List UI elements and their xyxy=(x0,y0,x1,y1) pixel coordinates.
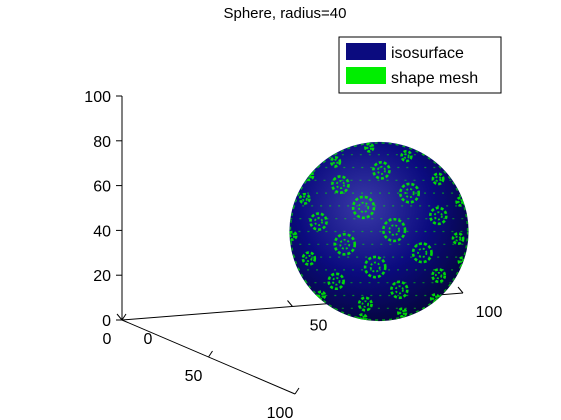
x-tick xyxy=(208,350,213,358)
legend: isosurface shape mesh xyxy=(338,36,502,94)
mesh-ring xyxy=(400,149,413,163)
z-tick-label: 80 xyxy=(93,134,111,151)
isosurface xyxy=(289,141,469,322)
sphere-surface xyxy=(289,141,469,322)
z-tick-label: 20 xyxy=(93,268,111,285)
mesh-ring xyxy=(369,261,381,273)
mesh-ring xyxy=(357,201,370,213)
mesh-ring xyxy=(399,182,421,204)
mesh-ring xyxy=(432,295,438,301)
shape-mesh xyxy=(289,142,469,322)
mesh-ring xyxy=(357,313,368,322)
mesh-ring xyxy=(298,192,311,205)
y-tick-label: 0 xyxy=(144,331,153,348)
mesh-ring xyxy=(431,172,445,186)
mesh-ring xyxy=(417,247,428,258)
legend-swatch-shape-mesh xyxy=(346,67,386,84)
mesh-ring xyxy=(351,195,376,220)
axes: 0 20 40 60 80 100 0 50 100 0 50 100 xyxy=(84,89,502,420)
x-tick xyxy=(294,387,300,395)
z-tick-label: 100 xyxy=(84,89,111,106)
mesh-ring xyxy=(318,292,324,299)
mesh-ring xyxy=(357,296,373,312)
mesh-ring xyxy=(382,217,407,243)
y-tick xyxy=(457,286,464,294)
mesh-ring xyxy=(454,235,462,242)
mesh-ring xyxy=(404,188,415,199)
y-tick xyxy=(116,313,123,321)
mesh-ring xyxy=(305,254,313,263)
mesh-ring xyxy=(339,238,351,250)
y-tick-label: 50 xyxy=(310,318,328,335)
mesh-ring xyxy=(434,175,442,183)
mesh-ring xyxy=(309,212,328,231)
mesh-ring xyxy=(289,230,298,241)
mesh-ring xyxy=(394,285,404,295)
x-tick-label: 0 xyxy=(103,331,112,348)
mesh-ring xyxy=(451,232,465,246)
mesh-ring xyxy=(331,175,350,194)
mesh-ring xyxy=(361,300,370,308)
mesh-ring xyxy=(411,242,433,264)
mesh-ring xyxy=(431,268,447,284)
z-tick-label: 40 xyxy=(93,223,111,240)
legend-swatch-isosurface xyxy=(346,43,386,60)
mesh-ring xyxy=(397,307,408,318)
mesh-ring xyxy=(329,156,342,168)
mesh-ring xyxy=(366,144,372,151)
legend-label-isosurface: isosurface xyxy=(391,45,464,62)
mesh-rim xyxy=(289,142,469,321)
mesh-ring xyxy=(331,277,341,286)
z-tick-label: 60 xyxy=(93,179,111,196)
mesh-ring xyxy=(372,161,391,180)
mesh-ring xyxy=(314,217,324,227)
mesh-ring xyxy=(390,280,409,300)
mesh-ring xyxy=(433,211,443,221)
mesh-ring xyxy=(376,165,386,175)
mesh-ring xyxy=(327,272,345,291)
legend-label-shape-mesh: shape mesh xyxy=(391,70,478,87)
mesh-ring xyxy=(301,195,308,202)
mesh-ring xyxy=(428,206,448,226)
mesh-ring xyxy=(332,158,339,165)
mesh-ring xyxy=(434,271,443,280)
x-tick xyxy=(121,313,127,321)
mesh-ring xyxy=(301,251,317,266)
mesh-ring xyxy=(403,153,410,160)
mesh-ring xyxy=(335,180,345,190)
x-tick-label: 50 xyxy=(185,368,203,385)
mesh-ring xyxy=(399,309,405,316)
z-tick-label: 0 xyxy=(102,313,111,330)
mesh-ring xyxy=(359,315,366,321)
y-tick-label: 100 xyxy=(476,304,503,321)
y-tick xyxy=(287,300,293,307)
chart-title: Sphere, radius=40 xyxy=(223,5,346,22)
mesh-ring xyxy=(388,224,400,236)
x-tick-label: 100 xyxy=(267,405,294,420)
